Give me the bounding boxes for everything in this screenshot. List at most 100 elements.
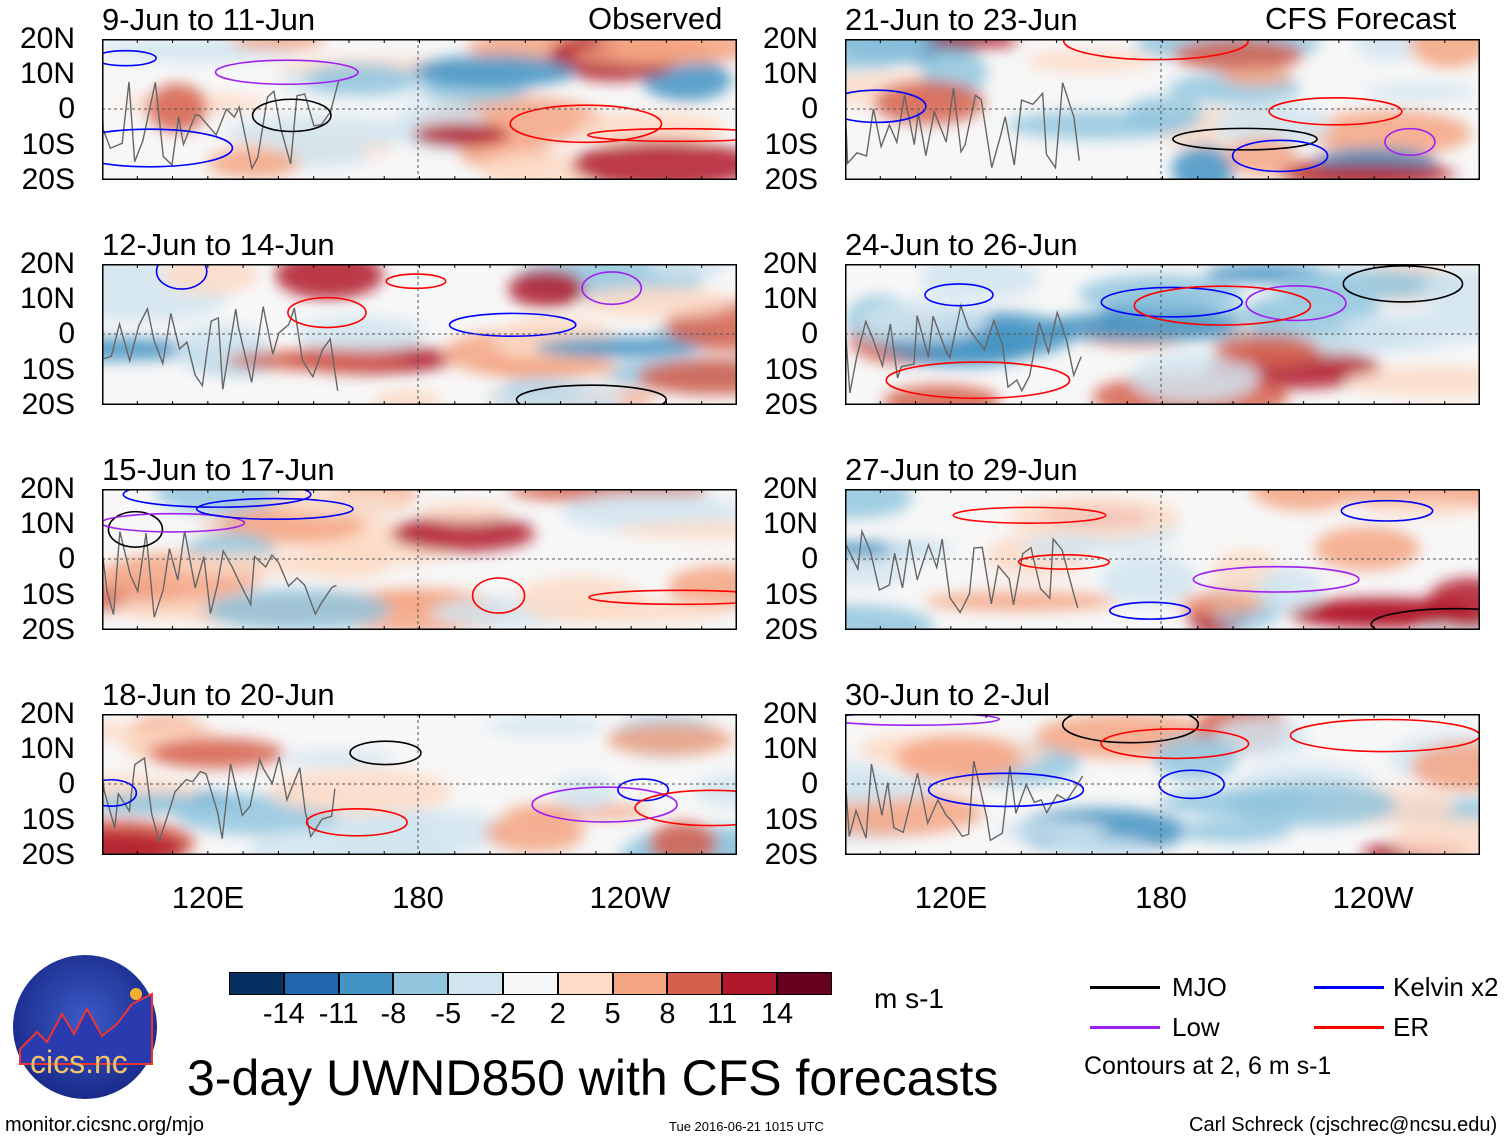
panel-title: 18-Jun to 20-Jun	[102, 677, 335, 712]
lat-label: 10N	[762, 282, 818, 315]
panel-title: 27-Jun to 29-Jun	[845, 452, 1078, 487]
lat-label: 20N	[19, 697, 75, 730]
lat-label: 10S	[764, 353, 818, 386]
legend-line-low	[1090, 1026, 1160, 1029]
colorbar-label: -5	[435, 998, 462, 1030]
lon-label: 180	[1135, 880, 1187, 915]
colorbar-swatch	[667, 972, 723, 995]
forecast-label: CFS Forecast	[1265, 1, 1457, 36]
lat-label: 0	[58, 317, 75, 350]
lat-label: 20S	[21, 388, 75, 421]
panel-title: 21-Jun to 23-Jun	[845, 2, 1078, 37]
legend-label-kelvin: Kelvin x2	[1393, 972, 1499, 1002]
lat-label: 10S	[764, 578, 818, 611]
lat-label: 10S	[764, 128, 818, 161]
lat-label: 10N	[19, 57, 75, 90]
lon-label: 180	[392, 880, 444, 915]
lat-label: 20N	[19, 247, 75, 280]
panel-title: 15-Jun to 17-Jun	[102, 452, 335, 487]
lat-label: 10S	[21, 803, 75, 836]
colorbar-units: m s-1	[874, 983, 944, 1014]
lat-label: 10S	[21, 578, 75, 611]
lat-label: 10S	[764, 803, 818, 836]
lat-label: 20S	[764, 388, 818, 421]
colorbar-label: 14	[760, 998, 794, 1030]
lat-label: 20S	[21, 613, 75, 646]
observed-label: Observed	[588, 1, 723, 36]
colorbar-label: 11	[707, 998, 738, 1030]
lat-label: 10N	[762, 507, 818, 540]
map-panel	[102, 39, 737, 180]
lat-label: 10N	[762, 57, 818, 90]
lat-label: 20N	[762, 247, 818, 280]
contour-note: Contours at 2, 6 m s-1	[1084, 1052, 1332, 1080]
cicsnc-logo	[12, 954, 158, 1100]
colorbar-label: 2	[549, 998, 566, 1030]
lat-label: 10S	[21, 353, 75, 386]
map-panel	[845, 489, 1480, 630]
lon-label: 120W	[1332, 880, 1414, 915]
credit: Carl Schreck (cjschrec@ncsu.edu)	[1189, 1114, 1498, 1136]
lat-label: 0	[58, 767, 75, 800]
lat-label: 20S	[764, 163, 818, 196]
lat-label: 20S	[21, 163, 75, 196]
lon-label: 120E	[171, 880, 245, 915]
map-panel	[845, 714, 1480, 855]
colorbar-label: -11	[318, 998, 359, 1030]
legend-label-mjo: MJO	[1172, 972, 1227, 1002]
panel-title: 24-Jun to 26-Jun	[845, 227, 1078, 262]
colorbar-swatch	[557, 972, 613, 995]
lon-label: 120W	[589, 880, 671, 915]
panel-title: 30-Jun to 2-Jul	[845, 677, 1051, 712]
colorbar-label: -2	[490, 998, 516, 1030]
map-panel	[102, 714, 737, 855]
lat-label: 20N	[762, 697, 818, 730]
panel-title: 12-Jun to 14-Jun	[102, 227, 335, 262]
lat-label: 20S	[764, 838, 818, 871]
lat-label: 20N	[19, 22, 75, 55]
map-panel	[845, 264, 1480, 405]
lat-label: 0	[58, 92, 75, 125]
colorbar-swatch	[722, 972, 777, 995]
lat-label: 10N	[19, 282, 75, 315]
legend-line-kelvin	[1314, 986, 1384, 989]
site-url[interactable]: monitor.cicsnc.org/mjo	[5, 1114, 204, 1136]
lat-label: 20S	[764, 613, 818, 646]
lat-label: 0	[801, 317, 818, 350]
colorbar-swatch	[283, 972, 339, 995]
colorbar-swatch	[393, 972, 449, 995]
lon-label: 120E	[914, 880, 988, 915]
colorbar-label: -8	[380, 998, 407, 1030]
figure-title: 3-day UWND850 with CFS forecasts	[187, 1050, 999, 1106]
map-panel	[102, 264, 737, 405]
lat-label: 20N	[19, 472, 75, 505]
logo-text: cics.nc	[30, 1044, 128, 1080]
colorbar-label: 5	[604, 998, 621, 1030]
legend-line-er	[1314, 1026, 1384, 1029]
lat-label: 20S	[21, 838, 75, 871]
lat-label: 0	[58, 542, 75, 575]
map-panel	[845, 39, 1480, 180]
lat-label: 10N	[762, 732, 818, 765]
lat-label: 10N	[19, 507, 75, 540]
legend-label-low: Low	[1172, 1012, 1220, 1042]
lat-label: 20N	[762, 22, 818, 55]
lat-label: 10S	[21, 128, 75, 161]
panel-title: 9-Jun to 11-Jun	[102, 2, 316, 37]
legend-label-er: ER	[1393, 1012, 1430, 1042]
colorbar-swatch	[777, 972, 832, 995]
colorbar-swatch	[448, 972, 503, 995]
lat-label: 0	[801, 542, 818, 575]
legend-line-mjo	[1090, 986, 1160, 989]
lat-label: 10N	[19, 732, 75, 765]
lat-label: 0	[801, 767, 818, 800]
colorbar-label: -14	[262, 998, 305, 1030]
timestamp: Tue 2016-06-21 1015 UTC	[669, 1119, 824, 1134]
lat-label: 0	[801, 92, 818, 125]
map-panel	[102, 489, 737, 630]
lat-label: 20N	[762, 472, 818, 505]
colorbar-label: 8	[659, 998, 676, 1030]
colorbar-swatch	[229, 972, 284, 995]
colorbar-swatch	[503, 972, 558, 995]
colorbar-swatch	[612, 972, 668, 995]
